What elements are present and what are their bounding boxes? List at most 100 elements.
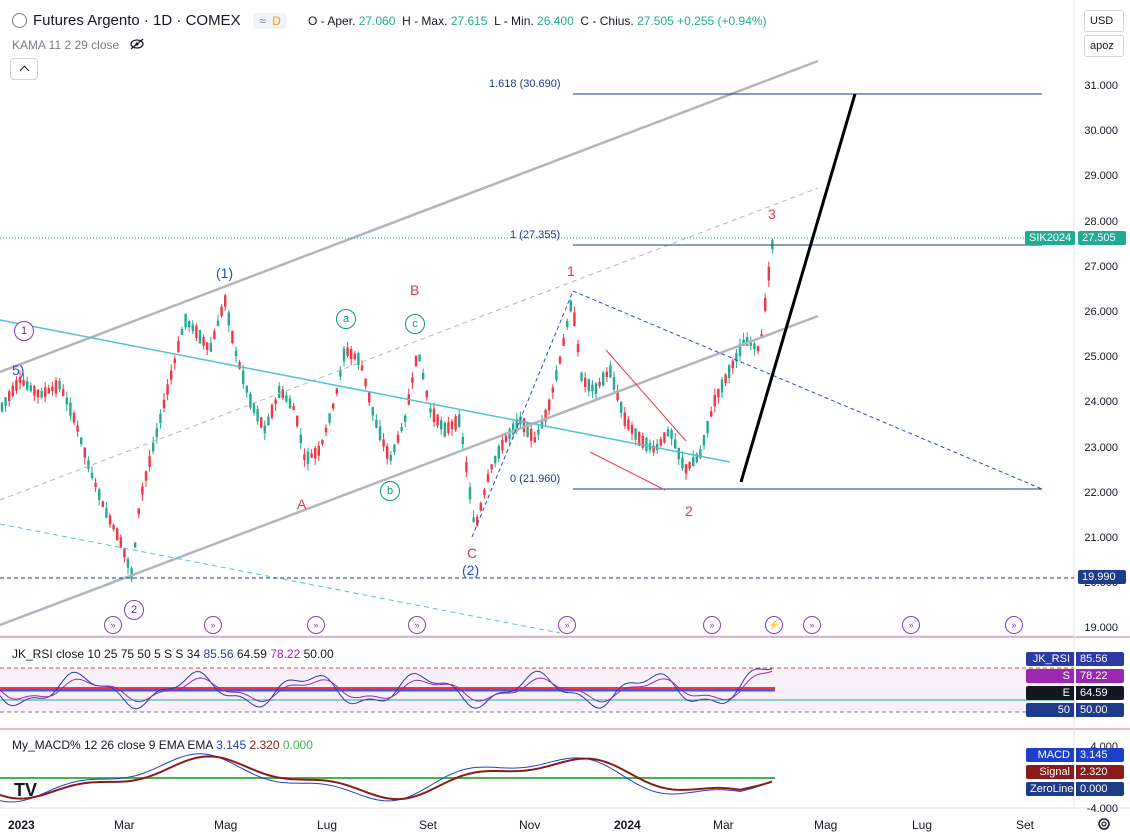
price-tick: 25.000: [1084, 351, 1118, 364]
candle-body: [8, 391, 11, 402]
rsi-value-4: 50.00: [303, 647, 334, 661]
candle-body: [263, 425, 266, 434]
candle-body: [584, 377, 587, 388]
event-marker-icon[interactable]: »: [902, 616, 920, 634]
wave-circle-1[interactable]: 1: [14, 321, 34, 341]
candle-body: [335, 388, 338, 394]
candle-body: [429, 408, 432, 413]
kama-label[interactable]: KAMA 11 2 29 close: [12, 38, 120, 52]
red-wedge-lower[interactable]: [589, 451, 666, 491]
eye-off-icon[interactable]: [129, 38, 145, 53]
wave-B-label[interactable]: B: [410, 282, 420, 298]
candle-body: [206, 342, 209, 350]
projection-line[interactable]: [739, 93, 857, 483]
blue-dashed-impulse[interactable]: [471, 290, 574, 538]
gear-icon[interactable]: [1096, 816, 1112, 837]
wave-circle-a[interactable]: a: [336, 309, 356, 329]
candle-body: [195, 325, 198, 339]
candle-body: [166, 384, 169, 395]
channel-mid-line[interactable]: [0, 187, 819, 501]
macd-line: [0, 753, 773, 803]
teal-trendline[interactable]: [0, 319, 731, 463]
wave-5-label[interactable]: 5): [12, 362, 25, 378]
candle-body: [173, 358, 176, 364]
indicator-tag-name: E: [1026, 686, 1074, 700]
candle-body: [627, 419, 630, 430]
candle-body: [368, 391, 371, 403]
candle-body: [652, 445, 655, 453]
candle-body: [242, 370, 245, 384]
candle-body: [706, 420, 709, 434]
indicator-tag: Signal 2.320: [1026, 765, 1124, 779]
candle-body: [418, 354, 421, 362]
candle-body: [80, 437, 83, 445]
indicator-tag: 50 50.00: [1026, 703, 1124, 717]
event-marker-icon[interactable]: »: [408, 616, 426, 634]
scale-mode-selector[interactable]: apoz: [1084, 35, 1124, 57]
candle-body: [735, 352, 738, 362]
candle-body: [641, 435, 644, 448]
chip-approx[interactable]: ≈: [259, 13, 266, 28]
wave-1-paren-label[interactable]: (1): [216, 265, 234, 281]
currency-selector[interactable]: USD: [1084, 10, 1124, 32]
indicator-tag: JK_RSI 85.56: [1026, 652, 1124, 666]
indicator-tag-name: ZeroLine: [1026, 782, 1074, 796]
wave-2-paren-label[interactable]: (2): [462, 562, 480, 578]
rsi-legend[interactable]: JK_RSI close 10 25 75 50 5 S S 34 85.56 …: [12, 647, 334, 661]
candle-body: [753, 343, 756, 350]
rsi-value-2: 64.59: [236, 647, 267, 661]
wave-red-2-label[interactable]: 2: [685, 503, 693, 519]
candle-body: [479, 502, 482, 511]
macd-title[interactable]: My_MACD% 12 26 close 9 EMA EMA: [12, 738, 213, 752]
time-tick: Lug: [317, 818, 338, 832]
channel-lower-line[interactable]: [0, 314, 819, 627]
candle-body: [306, 451, 310, 465]
candle-body: [152, 442, 155, 452]
candle-body: [317, 445, 320, 456]
symbol-header[interactable]: Futures Argento · 1D · COMEX ≈ D: [12, 12, 287, 29]
rsi-title[interactable]: JK_RSI close 10 25 75 50 5 S S 34: [12, 647, 201, 661]
event-lightning-icon[interactable]: ⚡: [765, 616, 783, 634]
macd-axis-bottom: -4.000: [1086, 803, 1118, 815]
wave-circle-b[interactable]: b: [380, 481, 400, 501]
event-marker-icon[interactable]: »: [558, 616, 576, 634]
event-marker-icon[interactable]: »: [204, 616, 222, 634]
candle-body: [119, 537, 122, 548]
event-marker-icon[interactable]: »: [1005, 616, 1023, 634]
tradingview-logo[interactable]: TV: [14, 780, 38, 800]
header-chips[interactable]: ≈ D: [252, 12, 287, 29]
event-marker-icon[interactable]: »: [104, 616, 122, 634]
price-tick: 28.000: [1084, 215, 1118, 228]
event-marker-icon[interactable]: »: [307, 616, 325, 634]
channel-upper-line[interactable]: [0, 59, 819, 374]
event-marker-icon[interactable]: »: [803, 616, 821, 634]
candle-body: [461, 436, 464, 445]
candle-body: [591, 384, 594, 392]
collapse-legend-button[interactable]: [10, 58, 38, 80]
candle-body: [522, 418, 526, 433]
candle-body: [555, 370, 558, 380]
event-marker-icon[interactable]: »: [703, 616, 721, 634]
red-wedge-upper[interactable]: [605, 349, 687, 442]
candle-body: [350, 349, 353, 360]
wave-red-3-label[interactable]: 3: [768, 206, 776, 222]
symbol-title[interactable]: Futures Argento · 1D · COMEX: [33, 12, 241, 29]
indicator-tag: ZeroLine 0.000: [1026, 782, 1124, 796]
wave-C-label[interactable]: C: [467, 545, 478, 561]
chip-d[interactable]: D: [272, 13, 281, 28]
candle-body: [44, 387, 47, 398]
macd-legend[interactable]: My_MACD% 12 26 close 9 EMA EMA 3.145 2.3…: [12, 738, 313, 752]
candle-body: [62, 389, 65, 396]
wave-red-1-label[interactable]: 1: [567, 263, 575, 279]
ohlc-legend: O - Aper. 27.060 H - Max. 27.615 L - Min…: [308, 14, 767, 28]
kama-legend[interactable]: KAMA 11 2 29 close: [12, 38, 145, 53]
scale-mode-label: apoz: [1090, 40, 1114, 52]
wave-circle-c[interactable]: c: [405, 314, 425, 334]
candle-body: [252, 403, 256, 413]
wave-circle-2[interactable]: 2: [124, 600, 144, 620]
candle-body: [324, 427, 328, 433]
wave-A-label[interactable]: A: [297, 496, 307, 512]
candle-body: [126, 559, 130, 568]
blue-dashed-descending[interactable]: [572, 290, 1043, 490]
